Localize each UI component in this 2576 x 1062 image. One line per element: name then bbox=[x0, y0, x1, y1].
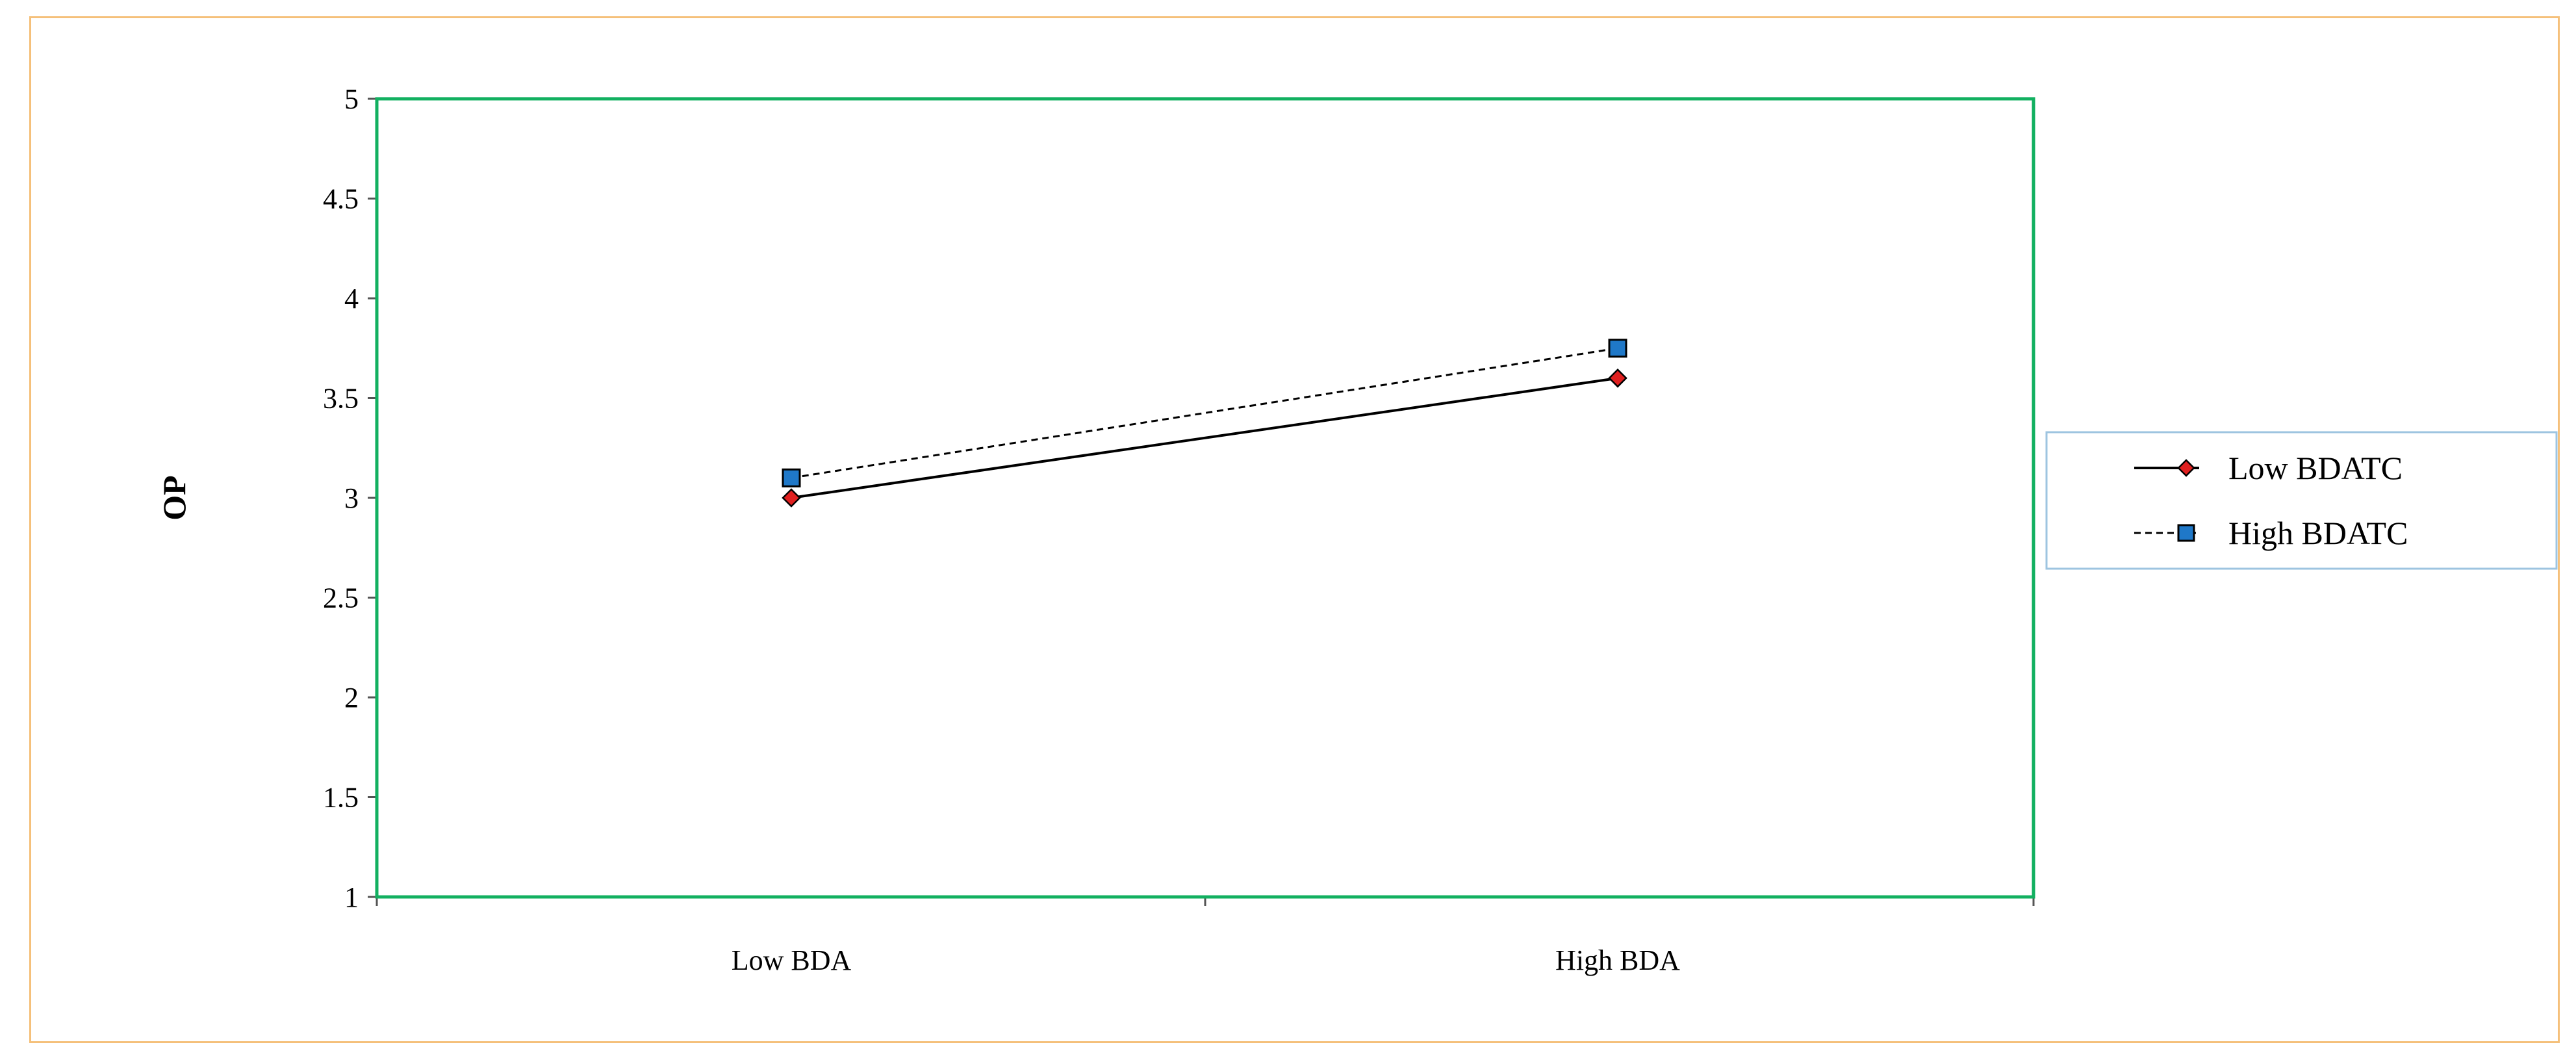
legend: Low BDATC High BDATC bbox=[2045, 431, 2558, 570]
legend-label: High BDATC bbox=[2228, 515, 2408, 551]
y-tick-label: 3 bbox=[344, 482, 359, 514]
data-point-diamond bbox=[782, 488, 801, 508]
x-axis: Low BDA High BDA bbox=[376, 897, 2035, 976]
y-tick-label: 1 bbox=[344, 881, 359, 913]
series-line-1 bbox=[791, 347, 1618, 479]
series-group bbox=[782, 339, 1627, 508]
figure-frame bbox=[29, 16, 2560, 1043]
y-axis: 1 1.5 2 2.5 3 3.5 4 4.5 5 bbox=[323, 83, 377, 913]
plot-area bbox=[375, 97, 2035, 899]
x-tick-label: High BDA bbox=[1555, 944, 1680, 976]
y-tick-label: 3.5 bbox=[323, 383, 359, 415]
data-point-square bbox=[1608, 339, 1627, 358]
y-tick-label: 4 bbox=[344, 283, 359, 315]
x-tick-label: Low BDA bbox=[732, 944, 852, 976]
data-point-square bbox=[782, 468, 801, 487]
legend-marker-square bbox=[2177, 524, 2195, 542]
legend-label: Low BDATC bbox=[2228, 450, 2403, 486]
legend-box bbox=[2045, 431, 2558, 570]
series-line-0 bbox=[791, 376, 1618, 499]
data-point-diamond bbox=[1608, 369, 1627, 388]
y-tick-label: 4.5 bbox=[323, 183, 359, 215]
y-tick-label: 1.5 bbox=[323, 782, 359, 814]
y-tick-label: 5 bbox=[344, 83, 359, 115]
y-tick-label: 2.5 bbox=[323, 582, 359, 614]
legend-marker-diamond bbox=[2177, 459, 2195, 477]
y-tick-label: 2 bbox=[344, 682, 359, 714]
y-axis-title: OP bbox=[156, 475, 192, 520]
